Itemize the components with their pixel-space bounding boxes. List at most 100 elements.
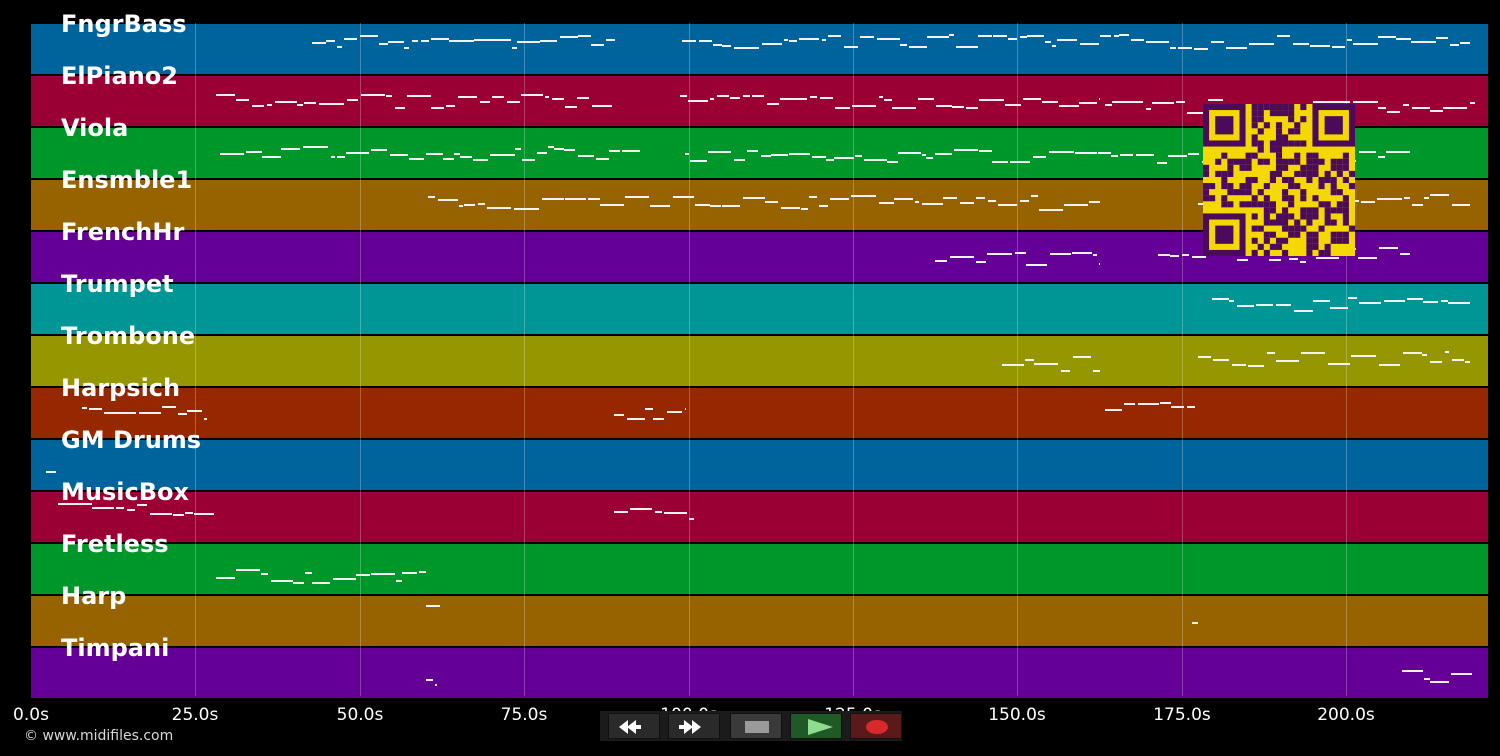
note [312,582,330,584]
track-lane-fngrbass[interactable] [31,24,1488,74]
note [993,35,1007,37]
note [89,408,102,410]
stop-button[interactable] [730,713,782,739]
note [1289,258,1298,260]
note [1267,352,1275,354]
track-label: MusicBox [61,478,189,506]
note [178,413,187,415]
track-label: Trombone [61,322,196,350]
note [1407,298,1423,300]
note [1412,107,1430,109]
note [682,40,696,42]
note [894,198,913,200]
note [449,40,474,42]
note [421,40,429,42]
note [1099,263,1100,265]
note [1114,35,1119,37]
note [915,201,919,203]
note [1093,254,1097,256]
note [187,410,202,412]
note [627,418,645,420]
note [820,97,833,99]
note [458,96,477,98]
note [667,411,682,413]
record-button[interactable] [850,713,902,739]
note [1124,403,1135,405]
note [713,44,722,46]
note [688,100,708,102]
grid-line [360,23,361,696]
note [371,573,395,575]
note [909,46,927,48]
track-lane-trombone[interactable] [31,336,1488,386]
note [1170,47,1176,49]
note [1301,352,1325,354]
note [834,157,854,159]
track-lane-musicbox[interactable] [31,492,1488,542]
note [127,509,135,511]
play-button[interactable] [790,713,842,739]
note [630,508,652,510]
note [1294,310,1313,312]
note [162,406,176,408]
note [1152,102,1174,104]
track-lane-timpani[interactable] [31,648,1488,698]
note [879,202,894,204]
note [542,198,564,200]
note [1131,39,1144,41]
note [333,578,343,580]
note [297,104,303,106]
note [1187,406,1195,408]
note [492,96,504,98]
note [606,39,615,41]
note [952,106,964,108]
note [1213,359,1229,361]
note [1358,257,1377,259]
note [1353,101,1378,103]
note [664,512,687,514]
note [892,107,916,109]
track-lane-harp[interactable] [31,596,1488,646]
note [1079,102,1097,104]
time-tick-label: 25.0s [171,705,219,725]
track-lane-fretless[interactable] [31,544,1488,594]
note [1403,352,1422,354]
note [1430,110,1443,112]
note [402,572,417,574]
note [428,196,435,198]
note [1075,152,1097,154]
note [426,153,443,155]
note [395,107,405,109]
note [673,196,694,198]
note [275,101,297,103]
fast-forward-button[interactable] [668,713,720,739]
note [978,35,992,37]
rewind-button[interactable] [608,713,660,739]
note [150,513,172,515]
note [185,512,193,514]
grid-line [689,23,690,696]
note [552,98,564,100]
note [1328,363,1350,365]
note [1379,247,1398,249]
note [236,99,249,101]
track-label: FngrBass [61,10,187,38]
note [460,156,472,158]
track-lane-harpsich[interactable] [31,388,1488,438]
note [762,43,782,45]
note [1160,402,1171,404]
note [835,107,850,109]
track-lane-trumpet[interactable] [31,284,1488,334]
note [438,199,458,201]
note [431,38,449,40]
track-label: Viola [61,114,129,142]
note [1170,255,1179,257]
record-icon [866,720,888,734]
track-lane-gm-drums[interactable] [31,440,1488,490]
note [1052,45,1056,47]
note [1158,254,1170,256]
note [216,94,235,96]
note [614,511,628,513]
note [517,41,540,43]
note [564,149,575,151]
